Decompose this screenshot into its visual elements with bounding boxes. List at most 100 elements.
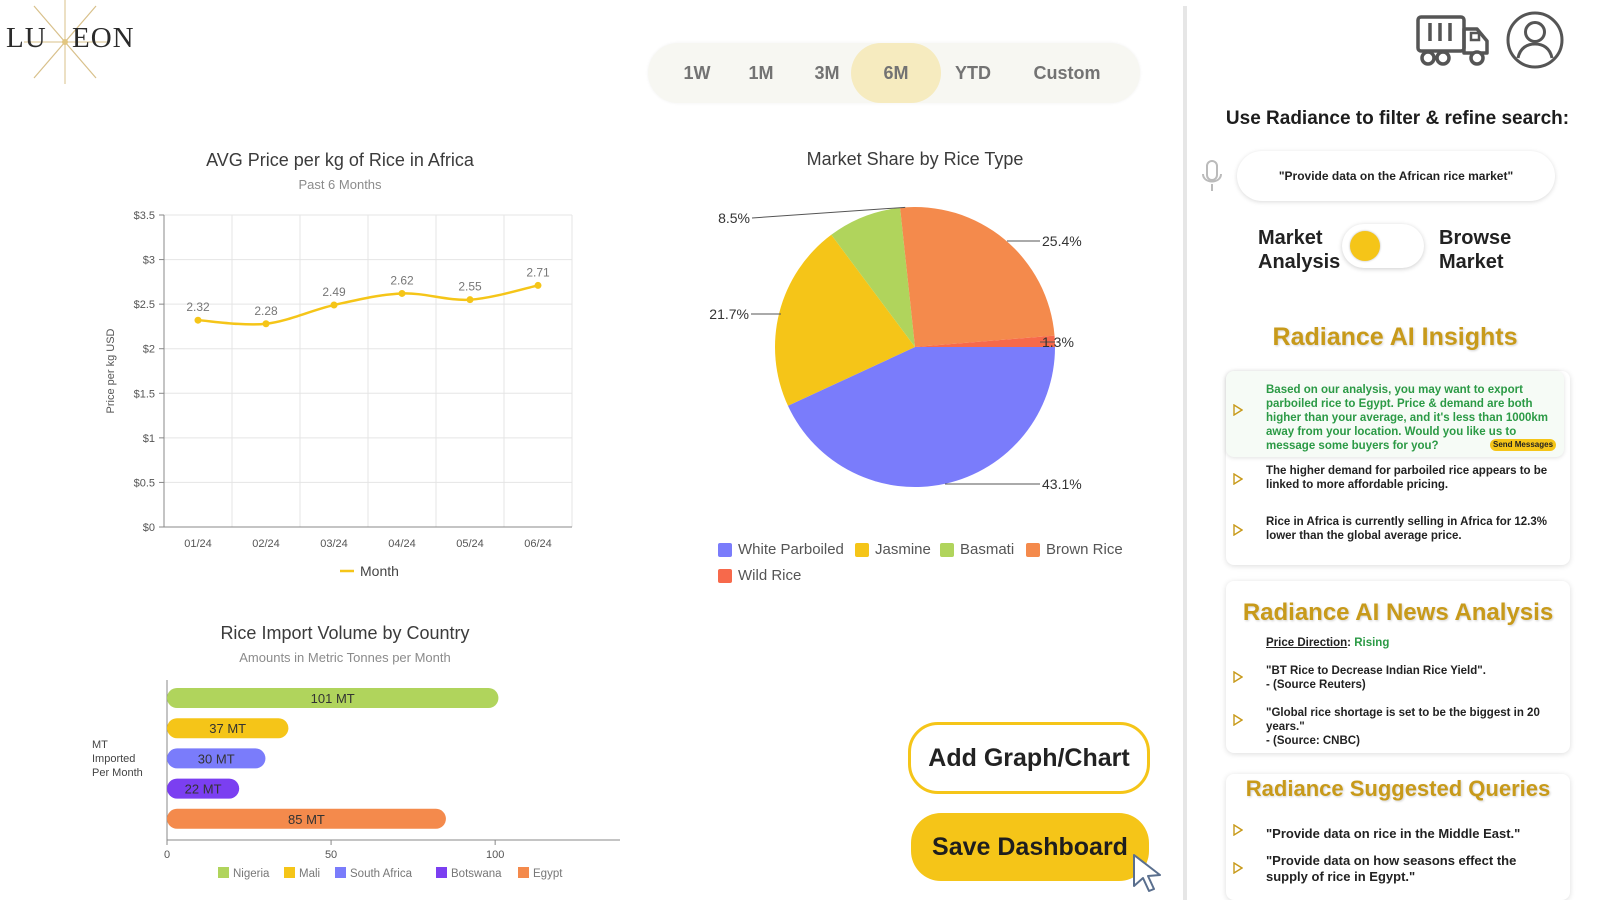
legend-label: White Parboiled [738,541,844,558]
legend-swatch [218,867,229,878]
pie-slice-white-parboiled [787,347,1055,488]
insight-item: Based on our analysis, you may want to e… [1266,384,1549,452]
time-range-selector: 1W 1M 3M 6M YTD Custom [648,43,1140,103]
price-direction: Price Direction: Rising [1266,637,1390,649]
x-tick-label: 06/24 [524,538,552,550]
pie-legend-item: Wild Rice [718,567,801,584]
y-tick-label: $0.5 [134,477,155,489]
luxeon-logo: LU EON [4,0,136,84]
toggle-label-market-analysis: Market Analysis [1258,226,1340,274]
bar-data-label: 37 MT [209,721,246,736]
bar-south-africa [167,748,266,769]
pie-legend-item: Basmati [940,541,1014,558]
legend-label: Egypt [533,868,563,880]
x-tick-label: 0 [164,849,170,861]
y-tick-label: $3.5 [134,210,155,222]
y-tick-label: $2.5 [134,299,155,311]
range-6m-button[interactable]: 6M [851,43,941,103]
legend-swatch [718,568,732,583]
pie-data-label: 43.1% [1042,476,1082,492]
pie-chart-title: Market Share by Rice Type [806,149,1024,169]
news-quote: "BT Rice to Decrease Indian Rice Yield". [1266,665,1486,677]
pie-legend-item: Jasmine [855,541,931,558]
pie-data-label: 8.5% [718,210,750,226]
range-custom-button[interactable]: Custom [1033,63,1101,83]
bar-egypt [167,808,446,829]
bullet-triangle-icon [1233,473,1243,485]
news-card [1226,581,1570,753]
bullet-triangle-icon [1233,404,1243,416]
microphone-icon[interactable] [1199,159,1225,193]
legend-label: Month [360,563,399,579]
legend-swatch [518,867,529,878]
news-item: "Global rice shortage is set to be the b… [1266,706,1551,748]
range-ytd-button[interactable]: YTD [955,63,991,83]
line-data-label: 2.28 [254,304,278,318]
bar-data-label: 30 MT [198,751,235,766]
x-tick-label: 05/24 [456,538,484,550]
y-tick-label: $1.5 [134,388,155,400]
market-view-toggle[interactable] [1342,224,1424,268]
pie-slice-basmati [831,207,915,347]
pie-data-label: 1.3% [1042,334,1074,350]
pie-slice-wild-rice [915,335,1055,347]
bar-chart-ylabel: MT Imported Per Month [92,738,143,780]
line-point [330,301,338,309]
user-avatar-icon[interactable] [1505,10,1565,70]
toggle-right-line: Browse [1439,227,1512,249]
range-1m-button[interactable]: 1M [748,63,774,83]
truck-icon[interactable] [1415,13,1490,68]
pie-data-label: 25.4% [1042,233,1082,249]
send-messages-button[interactable]: Send Messages [1490,439,1556,451]
x-tick-label: 100 [486,849,504,861]
x-tick-label: 01/24 [184,538,212,550]
legend-swatch [436,867,447,878]
logo-text-right: EON [72,22,135,54]
toggle-knob [1350,231,1380,261]
radiance-search-input[interactable]: "Provide data on the African rice market… [1237,151,1555,201]
news-item: "BT Rice to Decrease Indian Rice Yield".… [1266,664,1556,692]
logo-text-left: LU [6,22,47,54]
legend-swatch [718,542,732,557]
bar-nigeria [167,688,499,708]
line-point [398,289,406,297]
line-chart-title: AVG Price per kg of Rice in Africa [206,150,474,170]
line-point [534,281,542,289]
toggle-left-line: Analysis [1258,251,1341,273]
legend-swatch [855,542,869,557]
legend-label: South Africa [350,868,413,880]
pie-leader-line [751,206,906,219]
range-3m-button[interactable]: 3M [814,63,840,83]
line-point [262,320,270,328]
suggested-query-item[interactable]: "Provide data on rice in the Middle East… [1266,826,1521,841]
save-dashboard-button[interactable]: Save Dashboard [911,813,1149,881]
insight-item: The higher demand for parboiled rice app… [1266,465,1548,491]
queries-card [1226,774,1570,900]
x-tick-label: 02/24 [252,538,280,550]
news-source: - (Source Reuters) [1266,679,1366,691]
legend-label: Botswana [451,868,502,880]
legend-swatch [940,542,954,557]
y-tick-label: $1 [143,433,155,445]
line-point [466,296,474,304]
bar-ylabel-line: Per Month [92,767,143,779]
bar-chart-title: Rice Import Volume by Country [220,623,470,643]
bar-ylabel-line: MT [92,739,108,751]
suggested-query-item[interactable]: "Provide data on how seasons effect the … [1266,853,1517,884]
logo-star-icon [24,0,108,84]
pie-legend-item: Brown Rice [1026,541,1123,558]
add-graph-chart-button[interactable]: Add Graph/Chart [908,722,1150,794]
line-chart-subtitle: Past 6 Months [298,177,382,192]
y-tick-label: $2 [143,344,155,356]
toggle-right-line: Market [1439,251,1504,273]
bar-data-label: 22 MT [185,782,222,797]
line-data-label: 2.71 [526,265,550,279]
bullet-triangle-icon [1233,671,1243,683]
price-direction-value: Rising [1354,637,1390,649]
bullet-triangle-icon [1233,524,1243,536]
bar-ylabel-line: Imported [92,753,136,765]
bullet-triangle-icon [1233,714,1243,726]
panel-divider [1183,6,1187,900]
range-1w-button[interactable]: 1W [683,63,711,83]
x-tick-label: 03/24 [320,538,348,550]
